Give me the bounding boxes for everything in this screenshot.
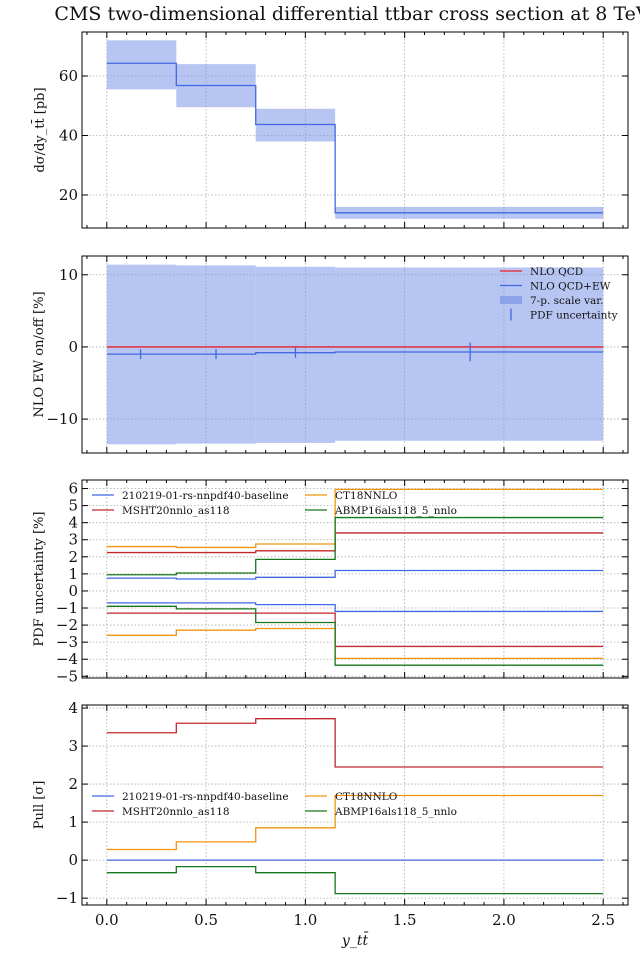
y-tick-label: 60 bbox=[59, 67, 78, 85]
y-axis-label: dσ/dy_tt̄ [pb] bbox=[31, 87, 48, 172]
y-tick-label: −1 bbox=[56, 889, 78, 907]
series-line bbox=[106, 794, 604, 851]
y-tick-label: 40 bbox=[59, 127, 78, 145]
panel-2: −10 0 10 NLO EW on/off [%] NLO QCD NLO QCD+EW… bbox=[32, 255, 629, 454]
y-tick-label: 20 bbox=[59, 186, 78, 204]
series-upper-line bbox=[106, 532, 604, 554]
y-tick-label: 2 bbox=[68, 548, 78, 566]
axes-frame bbox=[81, 479, 629, 679]
legend-label: CT18NNLO bbox=[335, 791, 398, 803]
x-axis-label: y_tt̄ bbox=[341, 931, 369, 949]
x-tick-label: 2.5 bbox=[591, 911, 615, 929]
x-tick-label: 1.5 bbox=[393, 911, 417, 929]
cross-section-line bbox=[106, 62, 604, 214]
y-tick-label: 2 bbox=[68, 775, 78, 793]
y-tick-label: 1 bbox=[68, 565, 78, 583]
x-tick-label: 0.0 bbox=[95, 911, 119, 929]
panel-4: −1 0 1 2 3 4 Pull [σ] 210219-01-rs-nnpdf40-base… bbox=[32, 699, 629, 949]
legend-label: MSHT20nnlo_as118 bbox=[122, 806, 230, 818]
y-tick-label: −3 bbox=[56, 633, 78, 651]
legend-swatch bbox=[500, 296, 522, 304]
chart-title: CMS two-dimensional differential ttbar c… bbox=[54, 3, 640, 25]
y-tick-label: −4 bbox=[56, 650, 78, 668]
y-tick-label: 10 bbox=[59, 266, 78, 284]
uncertainty-band bbox=[106, 40, 177, 90]
y-tick-label: 0 bbox=[68, 338, 78, 356]
y-tick-label: 3 bbox=[68, 531, 78, 549]
scale-var-band bbox=[335, 267, 604, 441]
legend-label: NLO QCD+EW bbox=[530, 281, 611, 293]
series-line bbox=[106, 351, 604, 355]
legend-label: 210219-01-rs-nnpdf40-baseline bbox=[122, 791, 289, 803]
series-line bbox=[106, 865, 604, 895]
legend-label: CT18NNLO bbox=[335, 490, 398, 502]
y-tick-label: 3 bbox=[68, 737, 78, 755]
legend-label: 210219-01-rs-nnpdf40-baseline bbox=[122, 490, 289, 502]
y-tick-label: 4 bbox=[68, 699, 78, 717]
y-axis-label: NLO EW on/off [%] bbox=[32, 291, 47, 417]
series-line bbox=[106, 718, 604, 768]
legend-label: PDF uncertainty bbox=[530, 310, 618, 322]
axes-frame bbox=[81, 255, 629, 454]
series-upper-line bbox=[106, 488, 604, 549]
legend-label: NLO QCD bbox=[530, 266, 583, 278]
axes-frame bbox=[81, 704, 629, 906]
x-tick-label: 0.5 bbox=[194, 911, 218, 929]
series-lower-line bbox=[106, 602, 604, 613]
series-upper-line bbox=[106, 516, 604, 576]
y-tick-label: 6 bbox=[68, 480, 78, 498]
y-tick-label: 0 bbox=[68, 851, 78, 869]
legend-label: 7-p. scale var. bbox=[530, 295, 603, 307]
x-tick-label: 2.0 bbox=[492, 911, 516, 929]
series-lower-line bbox=[106, 605, 604, 666]
panel-1: 20 40 60 dσ/dy_tt̄ [pb] bbox=[31, 31, 629, 229]
series-lower-line bbox=[106, 627, 604, 660]
y-tick-label: −5 bbox=[56, 667, 78, 685]
y-axis-label: PDF uncertainty [%] bbox=[32, 512, 47, 647]
y-tick-label: 5 bbox=[68, 497, 78, 515]
series-lower-line bbox=[106, 612, 604, 648]
y-axis-label: Pull [σ] bbox=[32, 781, 47, 830]
y-tick-label: −10 bbox=[46, 410, 78, 428]
y-tick-label: 4 bbox=[68, 514, 78, 532]
y-tick-label: −2 bbox=[56, 616, 78, 634]
legend-label: ABMP16als118_5_nnlo bbox=[334, 505, 457, 517]
y-tick-label: −1 bbox=[56, 599, 78, 617]
legend-label: MSHT20nnlo_as118 bbox=[122, 505, 230, 517]
x-tick-label: 1.0 bbox=[293, 911, 317, 929]
y-tick-label: 1 bbox=[68, 813, 78, 831]
axes-frame bbox=[81, 31, 629, 229]
y-tick-label: 0 bbox=[68, 582, 78, 600]
series-upper-line bbox=[106, 569, 604, 580]
legend-label: ABMP16als118_5_nnlo bbox=[334, 806, 457, 818]
